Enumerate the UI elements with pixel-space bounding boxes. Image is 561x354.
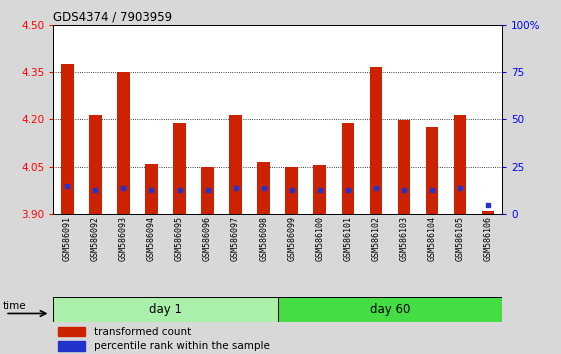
Bar bbox=[482, 211, 494, 214]
Bar bbox=[145, 164, 158, 214]
Bar bbox=[398, 120, 410, 214]
Bar bbox=[58, 341, 85, 351]
Bar bbox=[314, 165, 326, 214]
Text: GSM586103: GSM586103 bbox=[399, 216, 408, 261]
Bar bbox=[61, 64, 73, 214]
Text: GSM586092: GSM586092 bbox=[91, 216, 100, 261]
Text: GSM586105: GSM586105 bbox=[456, 216, 465, 261]
Text: GSM586106: GSM586106 bbox=[484, 216, 493, 261]
Text: transformed count: transformed count bbox=[94, 327, 191, 337]
Bar bbox=[117, 72, 130, 214]
Text: day 1: day 1 bbox=[149, 303, 182, 316]
Bar bbox=[173, 122, 186, 214]
Text: GDS4374 / 7903959: GDS4374 / 7903959 bbox=[53, 11, 172, 24]
Text: time: time bbox=[3, 301, 26, 311]
Bar bbox=[454, 115, 466, 214]
Bar bbox=[370, 67, 382, 214]
Bar bbox=[286, 167, 298, 214]
Text: GSM586094: GSM586094 bbox=[147, 216, 156, 261]
Text: GSM586100: GSM586100 bbox=[315, 216, 324, 261]
Bar bbox=[257, 162, 270, 214]
Text: GSM586102: GSM586102 bbox=[371, 216, 380, 261]
Text: GSM586104: GSM586104 bbox=[427, 216, 436, 261]
Text: GSM586098: GSM586098 bbox=[259, 216, 268, 261]
Text: GSM586101: GSM586101 bbox=[343, 216, 352, 261]
Text: GSM586099: GSM586099 bbox=[287, 216, 296, 261]
Text: day 60: day 60 bbox=[370, 303, 410, 316]
Text: GSM586097: GSM586097 bbox=[231, 216, 240, 261]
Bar bbox=[342, 122, 354, 214]
Bar bbox=[201, 167, 214, 214]
Bar bbox=[58, 327, 85, 336]
Bar bbox=[89, 115, 102, 214]
Text: GSM586096: GSM586096 bbox=[203, 216, 212, 261]
Bar bbox=[426, 127, 438, 214]
Bar bbox=[278, 297, 502, 322]
Text: GSM586095: GSM586095 bbox=[175, 216, 184, 261]
Text: GSM586093: GSM586093 bbox=[119, 216, 128, 261]
Bar bbox=[229, 115, 242, 214]
Text: GSM586091: GSM586091 bbox=[63, 216, 72, 261]
Bar bbox=[53, 297, 278, 322]
Text: percentile rank within the sample: percentile rank within the sample bbox=[94, 341, 270, 351]
